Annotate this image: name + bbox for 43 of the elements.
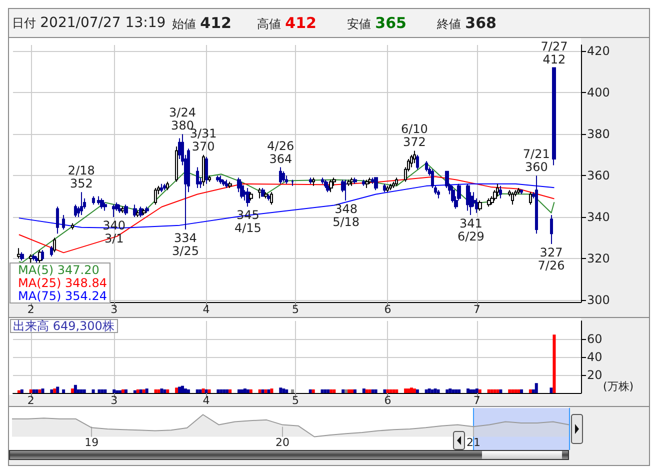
text: 安値 365: [347, 14, 406, 32]
x-tick-label: 20: [276, 436, 290, 449]
text: MA(25) 348.84: [18, 276, 107, 290]
text: 終値 368: [437, 14, 496, 32]
annotation: 334 3/25: [172, 230, 199, 258]
y-tick-label: 40: [587, 350, 602, 364]
x-tick-label: 6: [384, 394, 392, 407]
y-tick-label: 420: [587, 44, 610, 58]
y-axis-title: (万株): [603, 380, 634, 393]
y-tick-label: 400: [587, 86, 610, 100]
x-tick-label: 19: [84, 436, 99, 449]
x-tick-label: 2: [27, 394, 34, 407]
y-tick-label: 300: [587, 292, 610, 307]
annotation: 341 6/29: [457, 216, 484, 244]
x-tick-label: 6: [384, 303, 392, 316]
y-tick-label: 60: [587, 332, 602, 346]
text: MA(75) 354.24: [18, 289, 107, 303]
text: 高値 412: [257, 14, 316, 32]
x-tick-label: 7: [473, 303, 480, 316]
annotation: 327 7/26: [538, 245, 565, 272]
annotation: 7/21 360: [522, 147, 550, 174]
y-tick-label: 340: [587, 210, 610, 224]
x-tick-label: 5: [292, 303, 300, 316]
series-label: MA(5) 347.20: [18, 263, 100, 277]
x-tick-label: 3: [110, 303, 118, 316]
y-tick-label: 380: [587, 127, 610, 142]
x-tick-label: 5: [292, 394, 300, 407]
x-tick-label: 2: [27, 303, 34, 316]
x-tick-label: 7: [473, 394, 480, 407]
annotation: 2/18 352: [68, 164, 95, 191]
y-tick-label: 20: [587, 368, 602, 382]
x-tick-label: 3: [110, 394, 118, 407]
y-tick-label: 360: [587, 168, 610, 183]
x-tick-label: 4: [202, 394, 210, 407]
text: 始値 412: [172, 14, 232, 32]
x-tick-label: 4: [202, 303, 210, 316]
y-tick-label: 320: [587, 251, 610, 266]
annotation: 6/10 372: [400, 122, 428, 150]
annotation: 348 5/18: [332, 202, 360, 229]
annotation: 7/27 412: [540, 39, 568, 66]
annotation: 4/26 364: [267, 138, 294, 166]
chart-title: 出来高 649,300株: [13, 319, 114, 333]
text: 日付 2021/07/27 13:19: [12, 14, 166, 30]
